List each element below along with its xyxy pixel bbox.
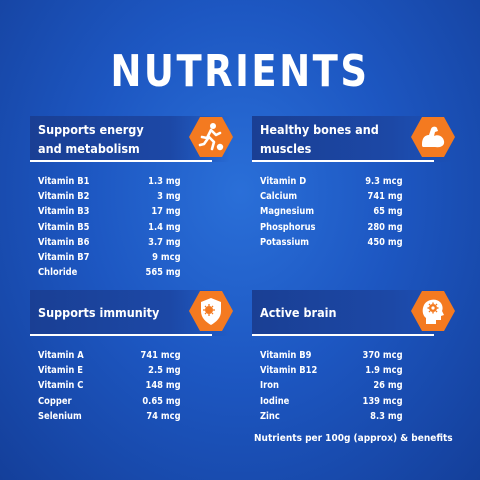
section-banner: Healthy bones and muscles (252, 116, 455, 162)
section-banner: Supports energy and metabolism (30, 116, 233, 162)
nutrient-list: Vitamin B1 1.3 mg Vitamin B2 3 mg Vitamin … (30, 174, 230, 280)
list-item: Calcium 741 mg (260, 191, 403, 203)
list-item: Vitamin B2 3 mg (38, 191, 181, 203)
section-title: Healthy bones and muscles (260, 122, 379, 156)
list-item: Phosphorus 280 mg (260, 221, 403, 233)
nutrient-list: Vitamin B9 370 mcg Vitamin B12 1.9 mcg Iro… (252, 348, 452, 424)
list-item: Magnesium 65 mg (260, 206, 403, 218)
football-player-icon (189, 117, 233, 157)
list-item: Vitamin B12 1.9 mcg (260, 365, 403, 377)
list-item: Iodine 139 mcg (260, 395, 403, 407)
section-title: Supports energy and metabolism (38, 122, 144, 156)
shield-virus-icon (189, 291, 233, 331)
list-item: Vitamin D 9.3 mcg (260, 176, 403, 187)
list-item: Vitamin B9 370 mcg (260, 350, 403, 361)
section-immunity: Supports immunity Vitamin A 741 mcg Vitam… (30, 290, 233, 424)
list-item: Vitamin E 2.5 mg (38, 365, 181, 377)
list-item: Potassium 450 mg (260, 236, 403, 248)
nutrient-list: Vitamin D 9.3 mcg Calcium 741 mg Magnesium… (252, 174, 452, 250)
list-item: Iron 26 mg (260, 380, 403, 392)
list-item: Vitamin B5 1.4 mg (38, 221, 181, 233)
list-item: Copper 0.65 mg (38, 395, 181, 407)
list-item: Vitamin B3 17 mg (38, 206, 181, 218)
footer-note: Nutrients per 100g (approx) & benefits (254, 433, 453, 444)
page-title: NUTRIENTS (110, 46, 370, 97)
section-banner: Active brain (252, 290, 455, 336)
list-item: Vitamin B1 1.3 mg (38, 176, 181, 187)
list-item: Vitamin B6 3.7 mg (38, 236, 181, 248)
flexed-arm-icon (411, 117, 455, 157)
list-item: Zinc 8.3 mg (260, 410, 403, 422)
section-title: Active brain (260, 305, 337, 320)
list-item: Vitamin C 148 mg (38, 380, 181, 392)
list-item: Vitamin B7 9 mcg (38, 252, 181, 264)
section-brain: Active brain Vitamin B9 370 mcg Vitamin B… (252, 290, 455, 424)
section-banner: Supports immunity (30, 290, 233, 336)
section-title: Supports immunity (38, 305, 160, 320)
section-energy: Supports energy and metabolism Vitamin B… (30, 116, 233, 280)
list-item: Selenium 74 mcg (38, 410, 181, 422)
head-gear-icon (411, 291, 455, 331)
section-bones: Healthy bones and muscles Vitamin D 9.3 m… (252, 116, 455, 250)
list-item: Chloride 565 mg (38, 267, 181, 279)
nutrient-list: Vitamin A 741 mcg Vitamin E 2.5 mg Vitamin… (30, 348, 230, 424)
list-item: Vitamin A 741 mcg (38, 350, 181, 361)
